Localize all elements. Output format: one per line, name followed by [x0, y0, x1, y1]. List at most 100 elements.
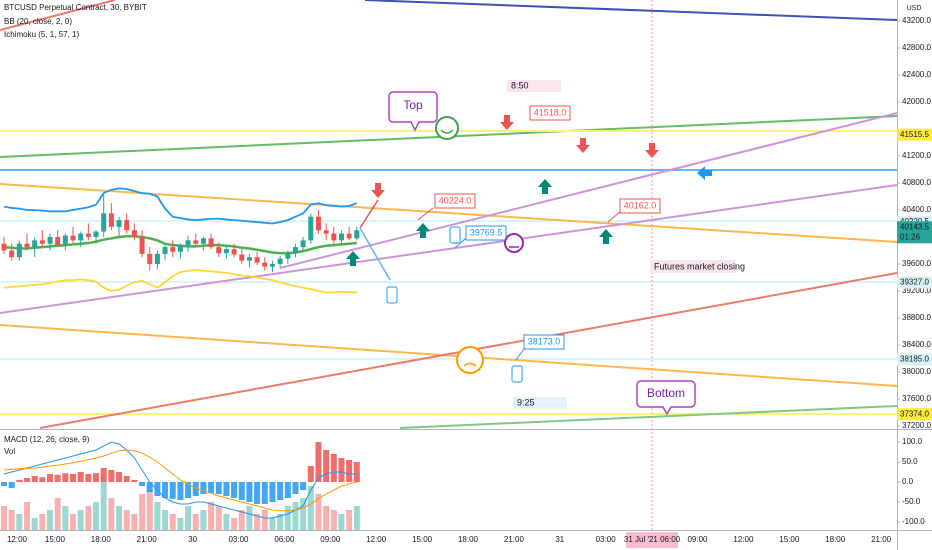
macd-histogram-bar — [246, 482, 253, 502]
price-label-box — [897, 353, 932, 366]
volume-bar — [254, 514, 261, 530]
candle-body — [231, 249, 237, 255]
macd-histogram-bar — [93, 473, 100, 482]
volume-bar — [192, 514, 199, 530]
macd-histogram-bar — [284, 482, 291, 498]
volume-bar — [177, 518, 184, 530]
volume-bar — [238, 510, 245, 530]
volume-bar — [346, 510, 353, 530]
volume-bar — [16, 514, 23, 530]
candle-body — [262, 262, 268, 267]
y-tick-label: 39200.0 — [902, 286, 931, 295]
x-tick-label: 12:00 — [7, 535, 28, 544]
candle-body — [300, 240, 306, 248]
macd-histogram-bar — [269, 482, 276, 502]
projection-line — [359, 199, 379, 229]
macd-tick-label: 0.0 — [902, 477, 914, 486]
price-note-text: 41518.0 — [534, 107, 567, 117]
candle-body — [354, 230, 360, 239]
candle-body — [101, 213, 107, 232]
down-arrow — [371, 183, 385, 198]
volume-bar — [162, 510, 169, 530]
volume-bar — [100, 482, 107, 530]
x-tick-label: 09:00 — [687, 535, 708, 544]
volume-bar — [208, 502, 215, 530]
macd-histogram-bar — [254, 482, 261, 504]
candle-body — [216, 247, 222, 254]
volume-bar — [31, 518, 38, 530]
candle-body — [162, 247, 168, 254]
candle-body — [338, 233, 344, 241]
macd-histogram-bar — [77, 472, 84, 482]
macd-histogram-bar — [123, 476, 130, 482]
overlays: 8:50 9:25 Futures market closing Top Bot… — [346, 80, 745, 416]
volume-bar — [54, 498, 61, 530]
y-tick-label: 42400.0 — [902, 70, 931, 79]
y-tick-label: 40800.0 — [902, 178, 931, 187]
macd-histogram-bar — [62, 473, 69, 482]
candle-body — [177, 245, 183, 252]
candle-body — [131, 230, 137, 237]
macd-histogram-bar — [16, 480, 23, 482]
smiley-mouth — [440, 129, 454, 134]
volume-bar — [116, 506, 123, 530]
note-pointer — [454, 237, 467, 249]
macd-histogram-bar — [261, 482, 268, 504]
x-tick-label: 18:00 — [458, 535, 479, 544]
price-label-box — [897, 128, 932, 141]
volume-bar — [123, 510, 130, 530]
volume-bar — [70, 514, 77, 530]
volume-bar — [185, 506, 192, 530]
x-tick-label: 18:00 — [825, 535, 846, 544]
dizzy-icon — [456, 346, 484, 374]
up-arrow — [346, 251, 360, 266]
macd-histogram-bar — [31, 476, 38, 482]
price-label: 41515.5 — [900, 130, 929, 139]
trend-line — [0, 184, 898, 314]
x-tick-label: 03:00 — [596, 535, 617, 544]
candle-body — [47, 236, 53, 244]
indicator-name: Ichimoku (5, 1, 57, 1) — [4, 30, 79, 39]
x-tick-label: 03:00 — [228, 535, 249, 544]
volume-bar — [284, 506, 291, 530]
macd-histogram-bar — [300, 482, 307, 490]
candle-body — [93, 231, 99, 237]
y-tick-label: 42000.0 — [902, 97, 931, 106]
price-label: 37374.0 — [900, 409, 929, 418]
price-label-box — [897, 276, 932, 289]
candle-body — [16, 243, 22, 258]
macd-histogram-bar — [39, 477, 46, 482]
macd-histogram-bar — [231, 482, 238, 498]
candle-body — [308, 216, 314, 241]
y-tick-label: 43200.0 — [902, 16, 931, 25]
volume-bar — [246, 506, 253, 530]
volume-bar — [169, 514, 176, 530]
note-box — [650, 260, 736, 273]
neutral-icon — [504, 233, 524, 253]
candle-body — [1, 243, 7, 251]
y-tick-label: 38400.0 — [902, 340, 931, 349]
macd-histogram-bar — [307, 466, 314, 482]
candle-body — [223, 249, 229, 254]
volume-bar — [307, 486, 314, 530]
macd-histogram-bar — [24, 478, 31, 482]
x-tick-label: 12:00 — [366, 535, 387, 544]
macd-histogram-bar — [238, 482, 245, 500]
y-tick-label: 37600.0 — [902, 394, 931, 403]
candle-body — [346, 233, 352, 239]
volume-bar — [300, 498, 307, 530]
volume-bar — [277, 514, 284, 530]
trend-line — [0, 324, 898, 387]
volume-bar — [93, 502, 100, 530]
volume-bar — [139, 494, 146, 530]
macd-histogram-bar — [323, 450, 330, 482]
macd-histogram-bar — [177, 482, 184, 500]
time-note: 8:50 — [511, 80, 529, 90]
y-tick-label: 38000.0 — [902, 367, 931, 376]
axes: 43200.0 42800.0 42400.0 42000.0 41200.0 40800… — [7, 16, 932, 548]
candle-body — [246, 257, 252, 261]
note-pointer — [417, 207, 434, 221]
price-note — [619, 198, 661, 214]
x-tick-label: 15:00 — [45, 535, 66, 544]
macd-histogram-bar — [353, 462, 360, 482]
